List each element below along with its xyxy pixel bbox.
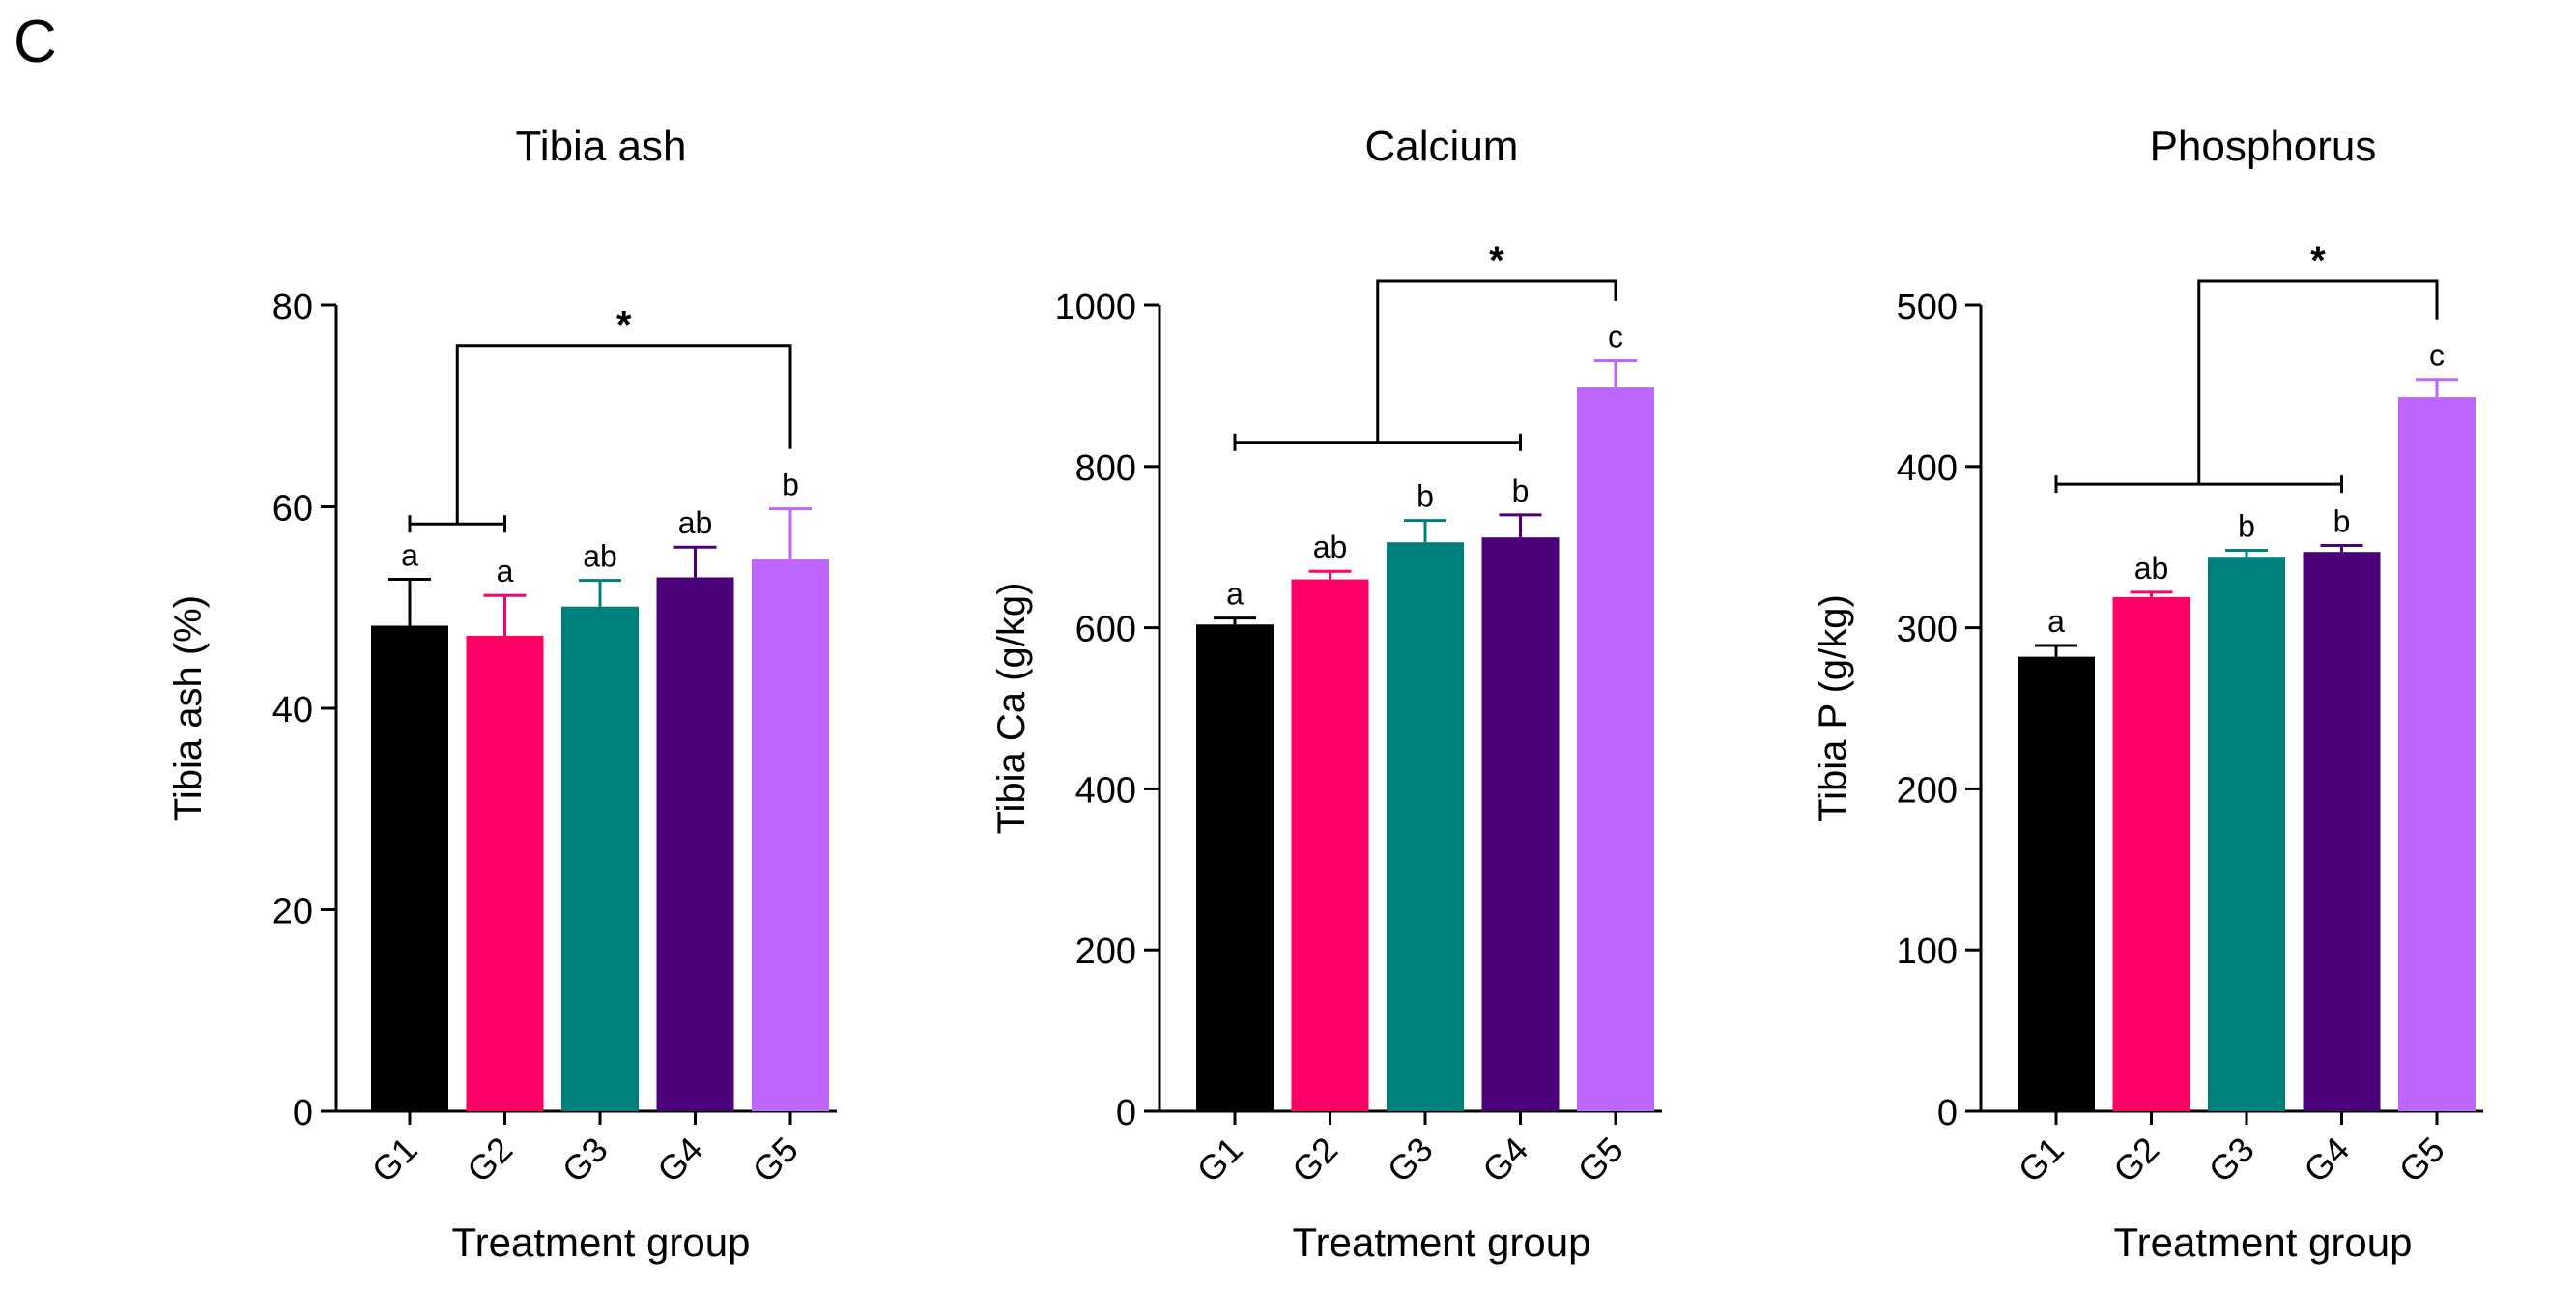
chart-title: Calcium	[1365, 123, 1519, 170]
significance-letter: ab	[583, 539, 617, 574]
chart-title: Phosphorus	[2150, 123, 2377, 170]
bar-g3	[2208, 557, 2285, 1111]
bar-g5	[2398, 397, 2476, 1111]
panel-label: C	[14, 9, 57, 75]
x-tick-label: G3	[1380, 1130, 1441, 1190]
bar-g2	[1291, 579, 1369, 1111]
significance-star: *	[2310, 240, 2326, 282]
y-tick-label: 0	[1116, 1093, 1136, 1133]
significance-letter: a	[401, 538, 418, 573]
significance-star: *	[616, 304, 632, 347]
x-tick-label: G1	[364, 1130, 425, 1190]
y-tick-label: 0	[293, 1093, 313, 1133]
significance-letter: b	[1512, 473, 1530, 508]
bar-g5	[752, 559, 829, 1111]
y-tick-label: 20	[272, 892, 313, 932]
significance-letter: a	[2047, 604, 2065, 639]
significance-letter: c	[1608, 320, 1623, 355]
significance-letter: ab	[2134, 551, 2169, 586]
significance-letter: b	[2333, 504, 2351, 539]
significance-letter: b	[782, 468, 799, 502]
y-tick-label: 400	[1075, 770, 1136, 811]
significance-letter: ab	[678, 505, 713, 540]
bar-g1	[1196, 624, 1274, 1111]
y-tick-label: 100	[1897, 932, 1958, 972]
y-tick-label: 80	[272, 287, 313, 328]
significance-letter: b	[1417, 479, 1434, 514]
x-tick-label: G2	[1284, 1130, 1345, 1190]
bar-g3	[561, 606, 639, 1111]
y-tick-label: 60	[272, 489, 313, 530]
x-axis-label: Treatment group	[1293, 1219, 1591, 1265]
chart-3: Phosphorus 0 100 200 300 400 500 Tibia P (g/kg)…	[1812, 123, 2483, 1265]
significance-letter: a	[1226, 577, 1244, 612]
bar-g4	[2303, 552, 2381, 1111]
significance-star: *	[1489, 240, 1504, 282]
y-tick-label: 200	[1897, 770, 1958, 811]
y-tick-label: 1000	[1054, 287, 1136, 328]
y-tick-label: 400	[1897, 448, 1958, 489]
bracket-line	[455, 344, 792, 525]
x-axis-label: Treatment group	[452, 1219, 751, 1265]
bar-g1	[371, 625, 448, 1111]
bar-g2	[466, 635, 544, 1111]
y-tick-label: 500	[1897, 287, 1958, 328]
bar-g2	[2112, 596, 2190, 1111]
bar-g3	[1387, 542, 1464, 1111]
x-tick-label: G2	[2105, 1130, 2166, 1190]
x-tick-label: G4	[2296, 1130, 2357, 1190]
chart-2: Calcium 0 200 400 600 800 1000 Tibia Ca (g/kg) a…	[990, 123, 1662, 1265]
x-tick-label: G5	[745, 1130, 806, 1190]
chart-1: Tibia ash 0 20 40 60 80 Tibia ash (%) a G1 a G2 ab G…	[167, 123, 837, 1265]
x-tick-label: G1	[1189, 1130, 1250, 1190]
y-axis-label: Tibia ash (%)	[167, 595, 210, 821]
y-tick-label: 600	[1075, 610, 1136, 650]
chart-title: Tibia ash	[516, 123, 687, 170]
x-tick-label: G3	[2201, 1130, 2262, 1190]
x-tick-label: G5	[2391, 1130, 2452, 1190]
significance-letter: c	[2429, 338, 2445, 373]
y-tick-label: 0	[1937, 1093, 1958, 1133]
significance-letter: ab	[1313, 530, 1348, 564]
x-axis-label: Treatment group	[2114, 1219, 2413, 1265]
x-tick-label: G1	[2011, 1130, 2072, 1190]
bar-g4	[656, 577, 734, 1111]
significance-letter: b	[2238, 509, 2255, 544]
y-tick-label: 800	[1075, 448, 1136, 489]
x-tick-label: G5	[1570, 1130, 1631, 1190]
x-tick-label: G2	[459, 1130, 520, 1190]
y-tick-label: 300	[1897, 610, 1958, 650]
bar-g1	[2018, 656, 2095, 1111]
y-tick-label: 40	[272, 690, 313, 731]
bracket-line	[1376, 279, 1617, 443]
significance-letter: a	[497, 554, 514, 588]
x-tick-label: G4	[1474, 1130, 1535, 1190]
y-axis-label: Tibia Ca (g/kg)	[990, 583, 1033, 835]
bar-g5	[1577, 387, 1654, 1111]
y-tick-label: 200	[1075, 932, 1136, 972]
x-tick-label: G3	[555, 1130, 615, 1190]
bracket-line	[2197, 279, 2439, 485]
bar-g4	[1481, 537, 1560, 1111]
x-tick-label: G4	[649, 1130, 710, 1190]
y-axis-label: Tibia P (g/kg)	[1812, 594, 1854, 822]
